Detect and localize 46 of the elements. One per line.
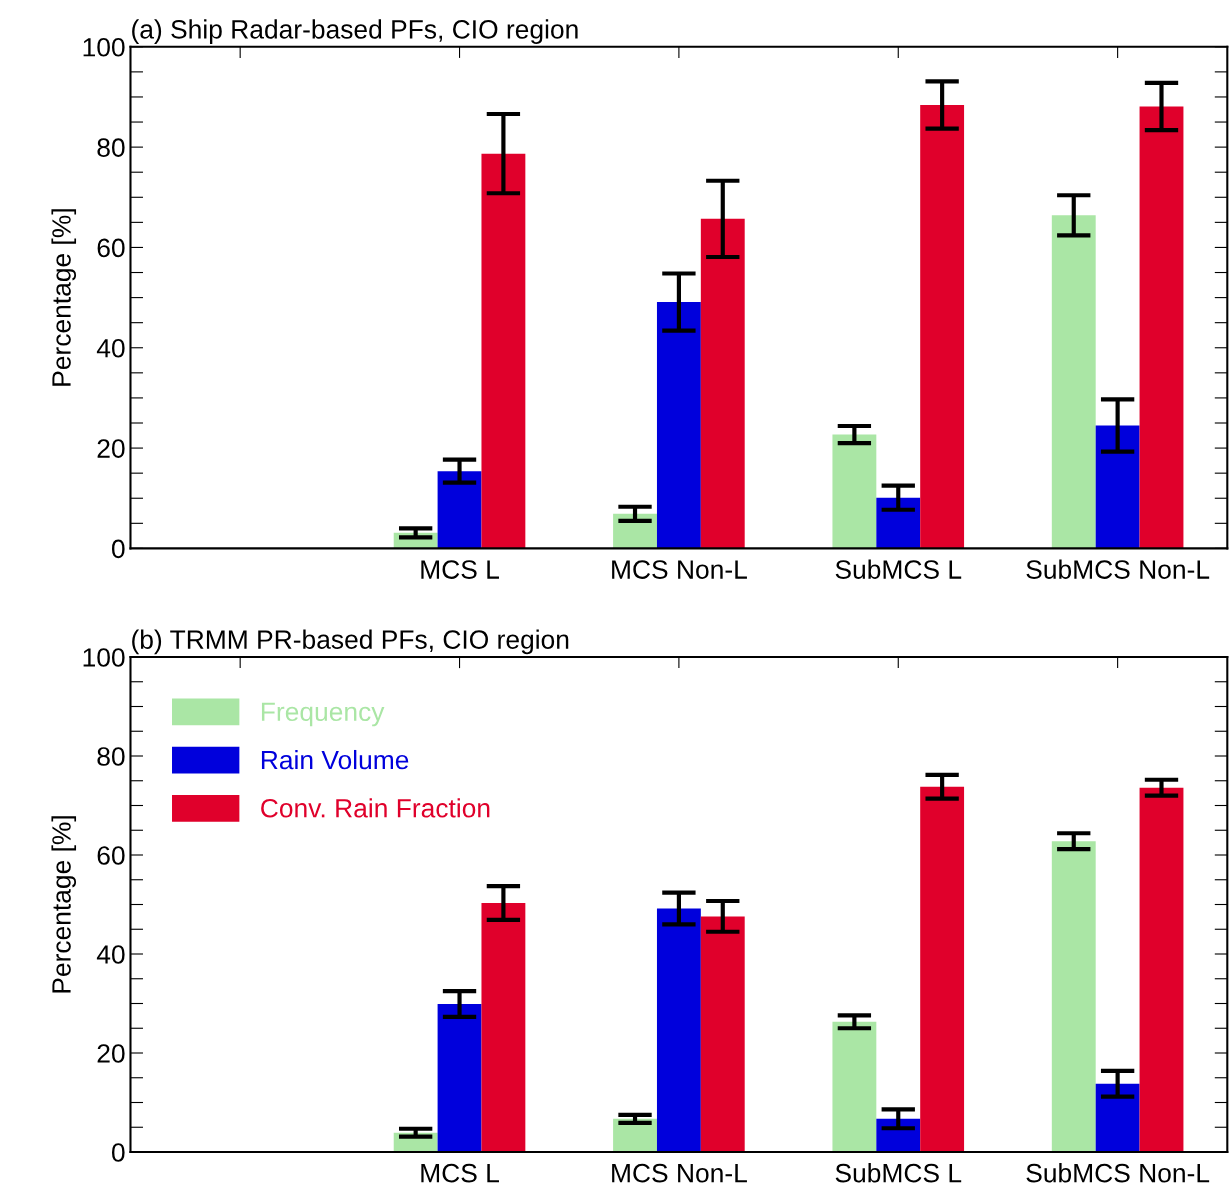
y-tick-label: 0 [111, 1143, 125, 1162]
x-tick-label: SubMCS Non-L [1026, 1163, 1210, 1183]
x-tick-label: MCS L [421, 560, 499, 579]
bar [1051, 841, 1096, 1152]
y-tick-label: 80 [97, 138, 125, 157]
bar [832, 1021, 877, 1152]
bar [920, 104, 965, 549]
bar [437, 471, 482, 549]
bar [700, 916, 745, 1152]
y-tick-label: 100 [83, 648, 125, 667]
bar [1095, 425, 1140, 549]
chart-title: (b) TRMM PR-based PFs, CIO region [132, 629, 569, 655]
y-tick-label: 100 [83, 37, 125, 57]
y-tick-label: 60 [97, 846, 125, 865]
x-tick-label: MCS Non-L [612, 1163, 747, 1183]
y-axis-title: Percentage [%] [51, 816, 77, 993]
legend-label: Conv. Rain Fraction [261, 798, 490, 818]
y-tick-label: 20 [97, 1044, 125, 1063]
bar [1095, 1083, 1140, 1152]
y-tick-label: 40 [96, 945, 125, 964]
bar [656, 908, 701, 1152]
legend-label: Rain Volume [261, 749, 409, 770]
bar [437, 1003, 482, 1152]
y-tick-label: 0 [111, 539, 125, 559]
bar [481, 903, 526, 1152]
bar [656, 302, 701, 549]
bar [920, 786, 965, 1152]
bar [1051, 215, 1096, 549]
x-tick-label: SubMCS L [835, 559, 962, 579]
x-tick-label: SubMCS Non-L [1026, 559, 1210, 579]
bar [1139, 787, 1184, 1152]
bar [700, 218, 745, 549]
bar [832, 434, 877, 549]
bar [1139, 106, 1184, 549]
chart-title: (a) Ship Radar-based PFs, CIO region [132, 19, 578, 44]
x-tick-label: MCS L [421, 1163, 499, 1183]
y-tick-label: 40 [96, 338, 125, 358]
bar [481, 153, 526, 549]
y-tick-label: 80 [97, 747, 125, 766]
legend-label: Frequency [261, 702, 385, 727]
bar [876, 497, 921, 549]
y-tick-label: 60 [97, 238, 125, 258]
x-tick-label: SubMCS L [835, 1163, 962, 1183]
x-tick-label: MCS Non-L [612, 560, 747, 579]
y-axis-title: Percentage [%] [51, 209, 77, 386]
y-tick-label: 20 [97, 439, 125, 458]
